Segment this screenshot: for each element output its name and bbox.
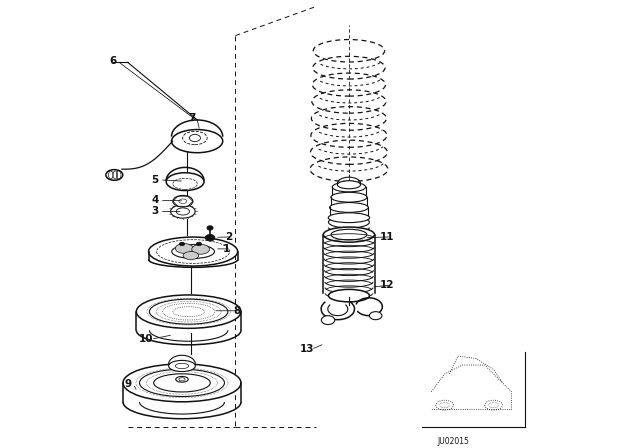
Ellipse shape <box>328 289 369 302</box>
Text: 12: 12 <box>380 280 394 290</box>
Ellipse shape <box>328 216 369 228</box>
Text: 11: 11 <box>380 232 394 242</box>
Ellipse shape <box>172 129 223 153</box>
Ellipse shape <box>183 251 198 259</box>
Text: 3: 3 <box>152 207 159 216</box>
Text: 7: 7 <box>189 112 196 123</box>
Text: JU02015: JU02015 <box>438 437 470 446</box>
Text: 5: 5 <box>152 175 159 185</box>
Ellipse shape <box>171 205 195 218</box>
Text: 9: 9 <box>125 379 132 389</box>
Ellipse shape <box>106 170 123 180</box>
Ellipse shape <box>323 227 374 242</box>
Ellipse shape <box>337 181 360 189</box>
Ellipse shape <box>176 376 188 382</box>
Ellipse shape <box>321 316 335 324</box>
Ellipse shape <box>123 364 241 402</box>
Text: 10: 10 <box>139 334 154 344</box>
Ellipse shape <box>330 202 368 212</box>
Ellipse shape <box>369 312 382 320</box>
Text: 13: 13 <box>300 345 314 354</box>
Text: 8: 8 <box>233 306 241 316</box>
Ellipse shape <box>166 173 204 190</box>
Ellipse shape <box>175 244 193 253</box>
Text: 6: 6 <box>110 56 117 66</box>
Ellipse shape <box>136 295 241 328</box>
Ellipse shape <box>196 242 202 246</box>
Ellipse shape <box>179 242 185 246</box>
Ellipse shape <box>148 237 237 266</box>
Text: 2: 2 <box>225 232 232 242</box>
Ellipse shape <box>192 245 209 254</box>
Ellipse shape <box>328 213 370 223</box>
Ellipse shape <box>332 182 365 192</box>
Text: 1: 1 <box>223 244 230 254</box>
Ellipse shape <box>173 195 193 207</box>
Ellipse shape <box>205 234 215 241</box>
Ellipse shape <box>207 226 213 230</box>
Ellipse shape <box>168 360 195 371</box>
Text: 4: 4 <box>152 195 159 205</box>
Ellipse shape <box>331 192 367 202</box>
